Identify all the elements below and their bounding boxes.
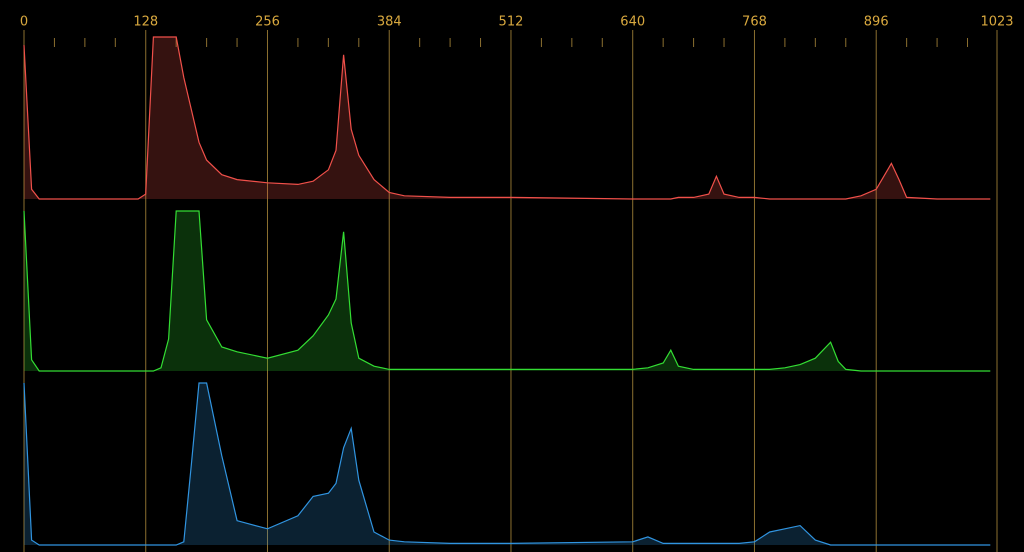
histogram-line [23,36,991,200]
x-tick-label: 512 [499,15,524,30]
histogram-area [24,211,991,371]
x-tick-label: 128 [133,15,158,30]
histogram-line [23,210,991,372]
x-tick-label: 896 [864,15,889,30]
x-tick-label: 384 [377,15,402,30]
x-tick-label: 0 [20,15,28,30]
histogram-line [23,382,991,546]
histogram-area [24,383,991,545]
histogram-area [24,37,991,199]
x-tick-label: 768 [742,15,767,30]
x-tick-label: 640 [620,15,645,30]
x-tick-label: 1023 [980,15,1013,30]
x-tick-label: 256 [255,15,280,30]
